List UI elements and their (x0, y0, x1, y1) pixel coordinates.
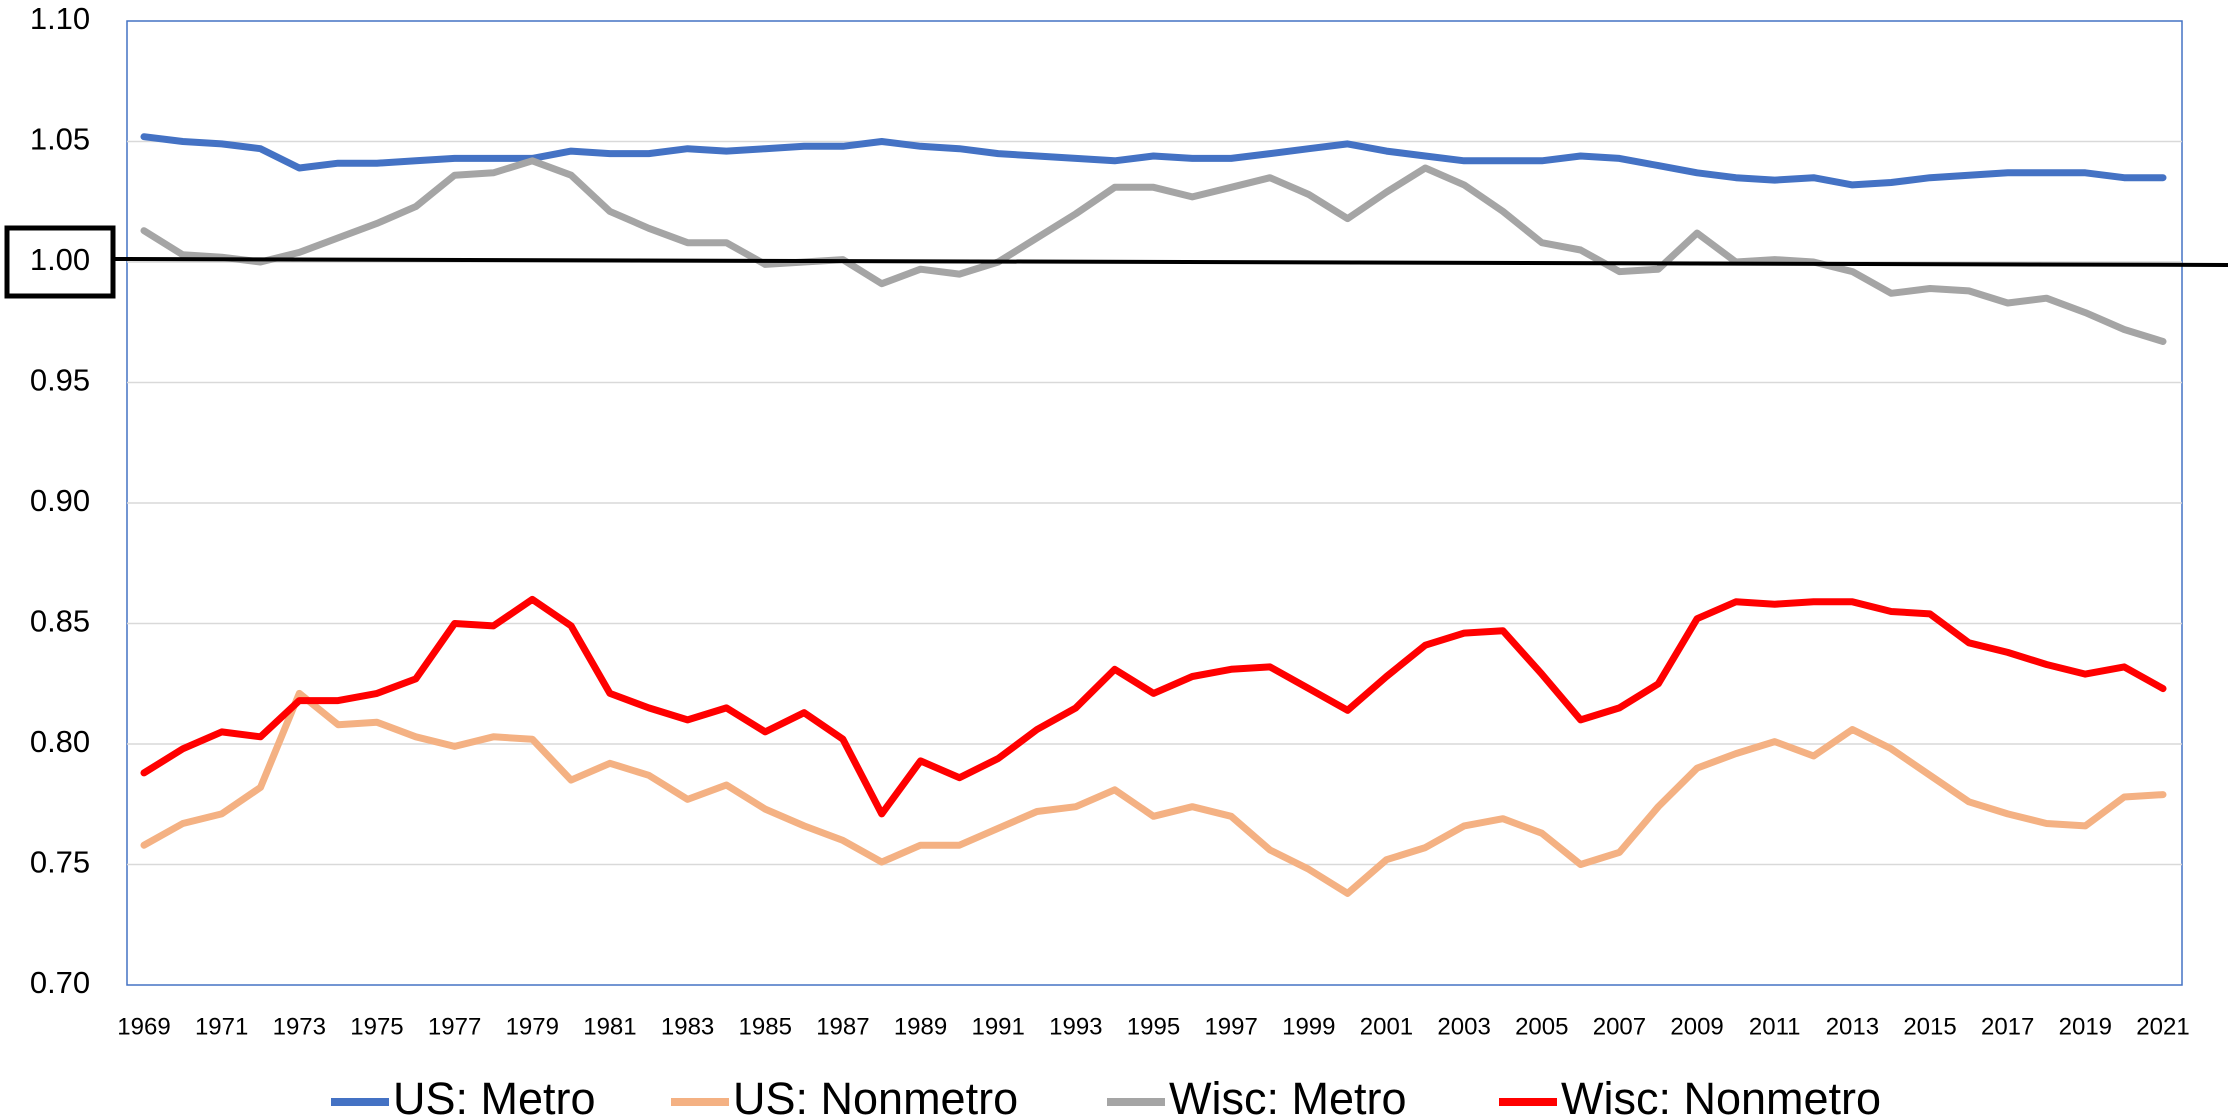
y-tick-label: 0.95 (30, 363, 90, 398)
x-tick-label: 1991 (971, 1013, 1024, 1040)
legend-label: US: Metro (393, 1073, 596, 1118)
x-tick-label: 2001 (1360, 1013, 1413, 1040)
y-tick-label: 0.75 (30, 845, 90, 880)
y-tick-label: 0.90 (30, 483, 90, 518)
x-tick-label: 1995 (1127, 1013, 1180, 1040)
x-tick-label: 2021 (2136, 1013, 2189, 1040)
y-tick-label: 1.00 (30, 242, 90, 277)
x-tick-label: 1975 (350, 1013, 403, 1040)
x-tick-label: 1983 (661, 1013, 714, 1040)
legend-label: Wisc: Metro (1169, 1073, 1407, 1118)
x-tick-label: 2013 (1826, 1013, 1879, 1040)
y-tick-label: 0.80 (30, 724, 90, 759)
x-tick-label: 2015 (1903, 1013, 1956, 1040)
x-tick-label: 1985 (739, 1013, 792, 1040)
x-tick-label: 2017 (1981, 1013, 2034, 1040)
x-tick-label: 1979 (506, 1013, 559, 1040)
series-line (140, 133, 2167, 189)
series-line (140, 595, 2167, 818)
y-tick-label: 0.70 (30, 965, 90, 1000)
y-tick-label: 0.85 (30, 604, 90, 639)
x-tick-label: 2011 (1749, 1013, 1801, 1040)
x-tick-label: 1971 (195, 1013, 248, 1040)
x-tick-label: 1981 (583, 1013, 636, 1040)
x-tick-label: 1969 (117, 1013, 170, 1040)
x-tick-label: 1973 (273, 1013, 326, 1040)
reference-line (112, 257, 2228, 267)
x-tick-label: 1989 (894, 1013, 947, 1040)
x-tick-label: 2019 (2059, 1013, 2112, 1040)
x-tick-label: 1999 (1282, 1013, 1335, 1040)
legend-label: US: Nonmetro (733, 1073, 1018, 1118)
x-tick-label: 2009 (1670, 1013, 1723, 1040)
legend-label: Wisc: Nonmetro (1561, 1073, 1881, 1118)
y-tick-label: 1.10 (30, 1, 90, 36)
x-tick-label: 2007 (1593, 1013, 1646, 1040)
x-tick-label: 1977 (428, 1013, 481, 1040)
x-tick-label: 2003 (1437, 1013, 1490, 1040)
x-tick-label: 1997 (1204, 1013, 1257, 1040)
y-tick-label: 1.05 (30, 122, 90, 157)
x-tick-label: 2005 (1515, 1013, 1568, 1040)
highlight-box (4, 225, 116, 299)
series-line (140, 689, 2167, 897)
x-tick-label: 1993 (1049, 1013, 1102, 1040)
x-tick-label: 1987 (816, 1013, 869, 1040)
